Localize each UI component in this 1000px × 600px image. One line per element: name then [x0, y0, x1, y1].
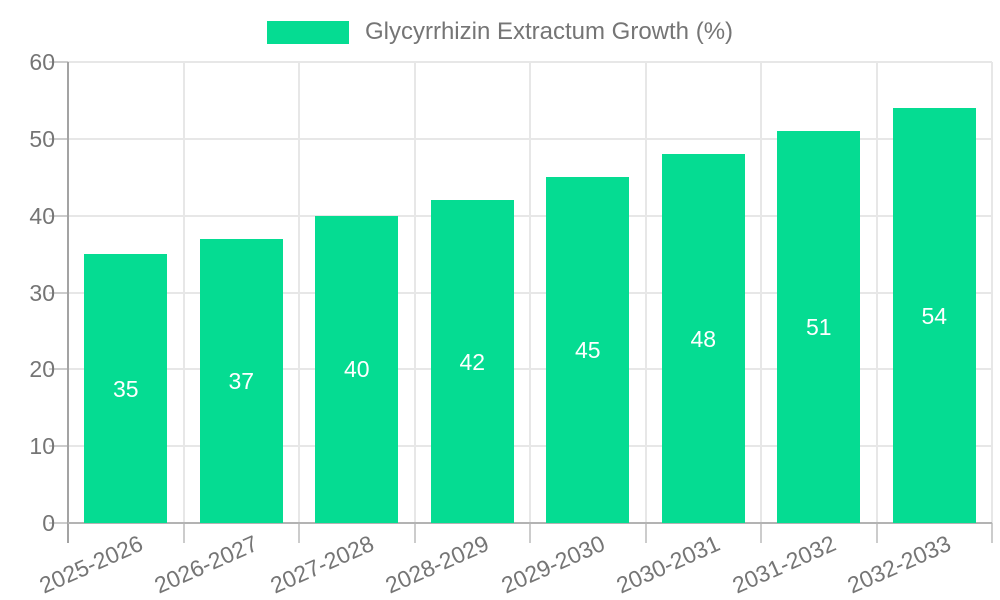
x-axis-tick-label: 2032-2033	[843, 530, 955, 599]
y-axis-tick-label: 40	[29, 202, 55, 229]
y-axis-tick-label: 50	[29, 125, 55, 152]
v-gridline	[413, 62, 416, 523]
x-axis-tick-label: 2028-2029	[381, 530, 493, 599]
x-axis-tick-label: 2026-2027	[150, 530, 262, 599]
bar-value-label: 40	[343, 356, 370, 383]
legend-label[interactable]: Glycyrrhizin Extractum Growth (%)	[364, 18, 734, 45]
bar[interactable]	[892, 108, 976, 523]
bar[interactable]	[84, 254, 168, 523]
bar[interactable]	[777, 131, 861, 523]
bar-value-label: 51	[805, 314, 832, 341]
y-axis-tick-label: 60	[29, 49, 55, 75]
bar-value-label: 35	[112, 375, 139, 402]
y-tick	[49, 368, 68, 371]
x-tick	[298, 523, 300, 543]
x-tick	[413, 523, 416, 543]
x-axis-tick-label: 2027-2028	[266, 530, 378, 599]
x-axis-tick-label: 2025-2026	[35, 530, 147, 599]
v-gridline	[298, 62, 300, 523]
x-tick	[529, 523, 531, 543]
bar-value-label: 48	[690, 325, 717, 352]
y-axis-line	[67, 62, 69, 543]
v-gridline	[875, 62, 878, 523]
bar[interactable]	[430, 200, 514, 523]
bar[interactable]	[315, 215, 399, 523]
legend-swatch-icon[interactable]	[266, 20, 349, 44]
legend[interactable]: Glycyrrhizin Extractum Growth (%)	[0, 18, 1000, 46]
y-tick	[49, 522, 68, 524]
y-tick	[49, 445, 68, 448]
bar-value-label: 37	[228, 367, 255, 394]
bar[interactable]	[546, 177, 630, 523]
y-tick	[49, 61, 68, 63]
y-axis-tick-label: 30	[29, 279, 55, 306]
x-axis-tick-label: 2030-2031	[612, 530, 724, 599]
y-axis-tick-label: 10	[29, 433, 55, 460]
y-axis-tick-label: 0	[42, 510, 55, 536]
x-axis-line	[68, 522, 992, 524]
x-axis-tick-label: 2029-2030	[497, 530, 609, 599]
v-gridline	[991, 62, 993, 523]
y-tick	[49, 214, 68, 217]
bar-value-label: 42	[459, 348, 486, 375]
bar-value-label: 45	[574, 337, 601, 364]
x-axis-tick-label: 2031-2032	[728, 530, 840, 599]
x-tick	[991, 523, 993, 543]
x-tick	[182, 523, 185, 543]
bar[interactable]	[661, 154, 745, 523]
v-gridline	[529, 62, 531, 523]
y-tick	[49, 137, 68, 140]
y-tick	[49, 291, 68, 294]
bar-value-label: 54	[921, 302, 948, 329]
y-axis-tick-label: 20	[29, 356, 55, 383]
x-tick	[760, 523, 762, 543]
v-gridline	[760, 62, 762, 523]
x-tick	[875, 523, 878, 543]
v-gridline	[644, 62, 647, 523]
bar[interactable]	[199, 238, 283, 523]
x-tick	[644, 523, 647, 543]
v-gridline	[182, 62, 185, 523]
